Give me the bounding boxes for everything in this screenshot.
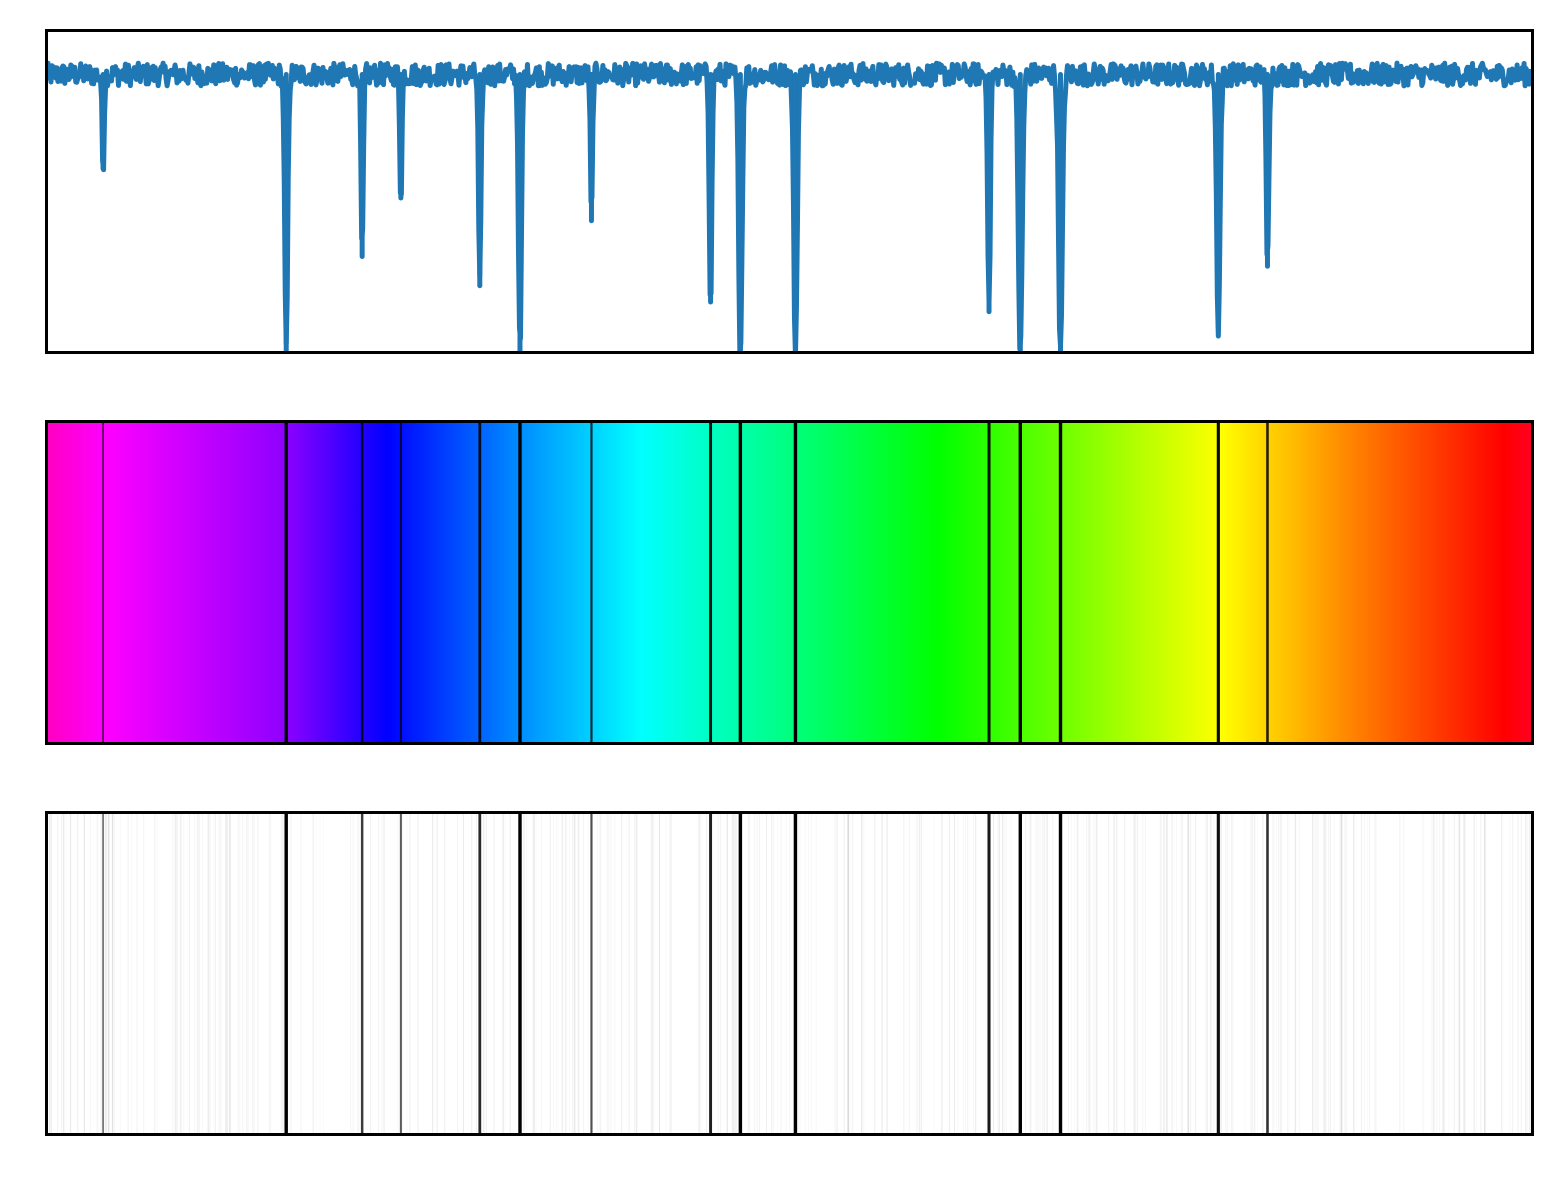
grayscale-barcode-svg (45, 811, 1534, 1136)
absorption-spectrum-plot (45, 29, 1534, 354)
grayscale-barcode-strip (45, 811, 1534, 1136)
colored-spectrum-svg (45, 420, 1534, 745)
barcode-background (45, 811, 1534, 1136)
absorption-spectrum-svg (45, 60, 1534, 354)
spectrum-series-line (45, 60, 1534, 354)
rainbow-gradient-fill (45, 420, 1534, 745)
colored-spectrum-strip (45, 420, 1534, 745)
